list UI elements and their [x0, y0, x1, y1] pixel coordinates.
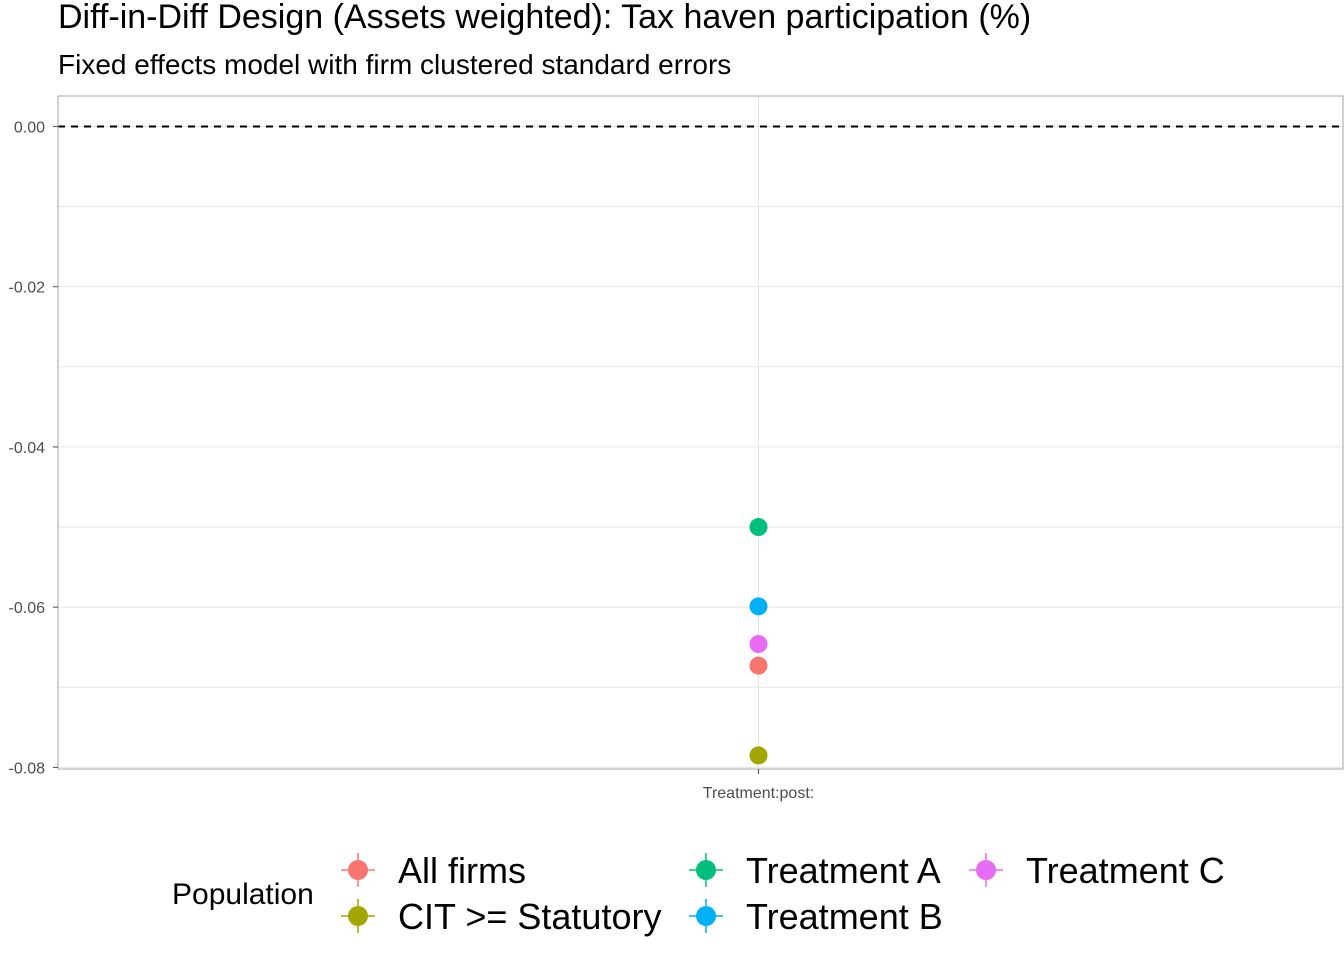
- legend-label: Treatment B: [746, 896, 943, 937]
- legend-label: CIT >= Statutory: [398, 896, 661, 937]
- y-tick-label: -0.06: [9, 600, 46, 617]
- y-axis-ticks: 0.00 -0.02 -0.04 -0.06 -0.08: [9, 119, 58, 777]
- legend-item: CIT >= Statutory: [341, 896, 661, 937]
- data-points: [749, 518, 768, 765]
- legend-item: All firms: [341, 850, 526, 891]
- data-point: [749, 656, 768, 675]
- data-point: [749, 597, 768, 616]
- legend-title: Population: [172, 878, 314, 911]
- legend-item: Treatment C: [969, 850, 1225, 891]
- grid: [58, 96, 1343, 769]
- legend: Population All firms CIT >= Statutory Treat…: [172, 850, 1225, 937]
- legend-label: All firms: [398, 850, 526, 891]
- legend-key-point: [348, 906, 368, 926]
- chart-subtitle: Fixed effects model with firm clustered …: [58, 49, 731, 80]
- legend-item: Treatment A: [689, 850, 941, 891]
- y-tick-label: 0.00: [14, 119, 45, 136]
- legend-label: Treatment A: [746, 850, 941, 891]
- legend-key-point: [696, 906, 716, 926]
- panel-border: [57, 95, 1344, 770]
- data-point: [749, 746, 768, 765]
- x-tick-label: Treatment:post:: [703, 785, 814, 802]
- legend-key-point: [348, 860, 368, 880]
- data-point: [749, 518, 768, 537]
- legend-label: Treatment C: [1026, 850, 1225, 891]
- legend-item: Treatment B: [689, 896, 943, 937]
- y-tick-label: -0.04: [9, 440, 46, 457]
- chart-title: Diff-in-Diff Design (Assets weighted): T…: [58, 0, 1031, 36]
- legend-key-point: [976, 860, 996, 880]
- y-tick-label: -0.08: [9, 760, 46, 777]
- data-point: [749, 635, 768, 654]
- legend-key-point: [696, 860, 716, 880]
- y-tick-label: -0.02: [9, 280, 46, 297]
- x-axis-ticks: Treatment:post:: [703, 769, 814, 802]
